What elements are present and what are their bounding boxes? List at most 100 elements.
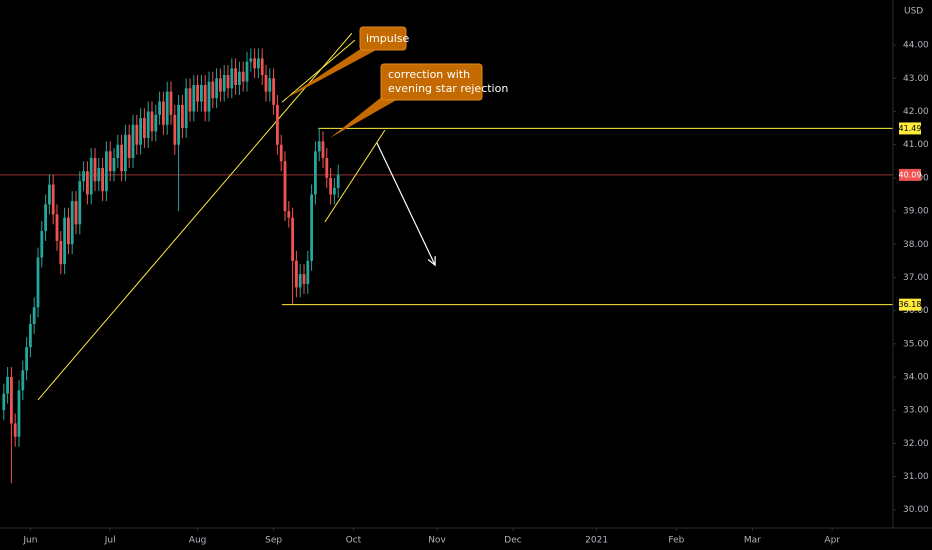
price-label-box [899, 168, 921, 181]
candle-body [196, 84, 199, 102]
y-tick-label: 44.00 [903, 41, 929, 51]
trendline [37, 32, 353, 401]
y-tick-label: 37.00 [903, 273, 929, 283]
x-tick-label: Oct [346, 536, 362, 546]
candle-body [86, 171, 89, 195]
candle-body [302, 274, 306, 285]
currency-label: USD [904, 7, 923, 17]
candle-body [272, 78, 275, 105]
candle-body [333, 187, 336, 195]
candle-body [63, 217, 66, 265]
candle-body [298, 274, 302, 288]
candle-body [257, 58, 260, 69]
candle-body [287, 211, 291, 218]
trendline [281, 39, 356, 103]
candle-body [306, 260, 310, 285]
price-label: 36.18 [899, 300, 922, 309]
candle-body [230, 68, 234, 89]
candle-body [32, 307, 36, 324]
candle-body [203, 84, 207, 112]
x-tick-label: Dec [504, 536, 521, 546]
candle-body [25, 347, 28, 371]
candle-body [226, 75, 230, 89]
y-tick-label: 30.00 [903, 505, 929, 515]
candle-body [321, 141, 325, 158]
candle-body [82, 171, 85, 182]
candle-body [13, 423, 17, 437]
candle-body [162, 101, 165, 125]
candle-body [310, 194, 313, 261]
candle-body [120, 144, 123, 172]
y-tick-label: 39.00 [903, 207, 929, 217]
price-label: 41.49 [899, 124, 922, 133]
candle-body [173, 114, 177, 145]
candle-body [253, 58, 256, 69]
candle-body [51, 184, 55, 215]
x-tick-label: Jul [104, 536, 116, 546]
candle-body [10, 377, 13, 424]
candle-body [158, 101, 161, 115]
y-tick-label: 41.00 [903, 140, 929, 150]
candle-body [177, 104, 180, 145]
candle-body [260, 58, 264, 76]
price-label: 40.09 [899, 170, 922, 179]
x-tick-label: 2021 [585, 536, 608, 546]
x-tick-label: Aug [189, 536, 207, 546]
candle-body [48, 184, 51, 205]
candle-body [135, 124, 139, 145]
y-tick-label: 42.00 [903, 107, 929, 117]
price-label-box [899, 298, 921, 311]
candle-body [181, 104, 184, 129]
candle-body [207, 81, 211, 112]
y-tick-label: 34.00 [903, 373, 929, 383]
candle-body [336, 174, 340, 188]
y-tick-label: 32.00 [903, 439, 929, 449]
candle-body [112, 157, 116, 172]
candle-body [146, 111, 150, 139]
candle-body [59, 240, 63, 265]
candle-body [314, 151, 317, 195]
candle-body [264, 75, 268, 92]
price-label-box [899, 122, 921, 135]
x-tick-label: Jun [22, 536, 37, 546]
candle-body [317, 141, 321, 152]
candle-body [211, 81, 215, 99]
candle-body [283, 161, 287, 212]
arrow-line [376, 142, 436, 266]
callout-pointer [330, 92, 400, 138]
callout-box [359, 26, 407, 51]
candle-body [200, 84, 203, 102]
candle-body [143, 118, 146, 139]
candle-body [215, 78, 218, 99]
candle-body [219, 78, 222, 92]
candle-body [241, 71, 245, 82]
candle-body [6, 377, 9, 394]
candle-body [21, 370, 25, 391]
candle-body [184, 88, 188, 129]
candle-body [40, 230, 44, 258]
candle-body [2, 393, 6, 411]
candle-body [150, 111, 154, 132]
candle-body [192, 84, 196, 112]
candle-body [70, 201, 74, 245]
x-tick-label: Nov [428, 536, 446, 546]
candle-body [222, 75, 226, 92]
candle-body [245, 61, 249, 82]
y-tick-label: 33.00 [903, 406, 929, 416]
candle-body [291, 217, 294, 261]
candles [2, 48, 340, 484]
candle-body [78, 181, 82, 225]
candle-body [329, 177, 332, 195]
x-tick-label: Feb [668, 536, 684, 546]
candle-body [279, 144, 283, 162]
candle-body [165, 91, 169, 125]
candle-body [97, 167, 101, 182]
candle-body [139, 118, 142, 145]
candle-body [93, 157, 97, 182]
arrow-head [427, 256, 436, 267]
candle-body [154, 114, 158, 132]
callout-box [380, 63, 483, 101]
candle-body [188, 88, 192, 112]
x-tick-label: Sep [265, 536, 282, 546]
